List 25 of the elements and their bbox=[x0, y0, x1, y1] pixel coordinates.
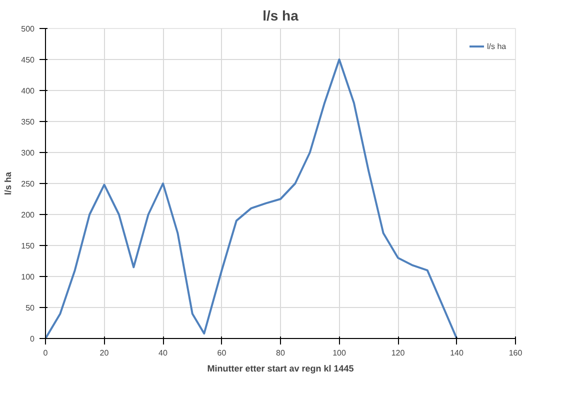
x-tick-label: 20 bbox=[100, 348, 110, 358]
y-tick-label: 300 bbox=[21, 148, 36, 158]
x-tick-label: 80 bbox=[276, 348, 286, 358]
y-tick-label: 250 bbox=[21, 180, 36, 188]
chart-title: l/s ha bbox=[262, 8, 299, 24]
x-tick-label: 60 bbox=[217, 348, 227, 358]
x-tick-label: 120 bbox=[391, 348, 406, 358]
y-tick-label: 150 bbox=[21, 242, 36, 250]
y-tick-label: 50 bbox=[26, 304, 36, 312]
line-series bbox=[46, 58, 458, 338]
y-tick-label: 100 bbox=[21, 272, 36, 282]
y-tick-label: 500 bbox=[21, 24, 36, 34]
y-tick-label: 350 bbox=[21, 118, 36, 126]
y-tick-label: 450 bbox=[21, 56, 36, 64]
x-tick-label: 0 bbox=[43, 348, 48, 358]
x-tick-label: 40 bbox=[158, 348, 168, 358]
y-tick-label: 200 bbox=[21, 210, 36, 220]
y-tick-label: 0 bbox=[30, 334, 36, 344]
x-tick-label: 140 bbox=[450, 348, 464, 358]
y-axis-title: l/s ha bbox=[3, 171, 14, 196]
x-tick-label: 100 bbox=[332, 348, 346, 358]
legend-label: l/s ha bbox=[487, 42, 507, 50]
y-tick-label: 400 bbox=[21, 86, 36, 96]
x-tick-label: 160 bbox=[508, 348, 523, 358]
x-axis-title: Minutter etter start av regn kl 1445 bbox=[207, 364, 354, 374]
